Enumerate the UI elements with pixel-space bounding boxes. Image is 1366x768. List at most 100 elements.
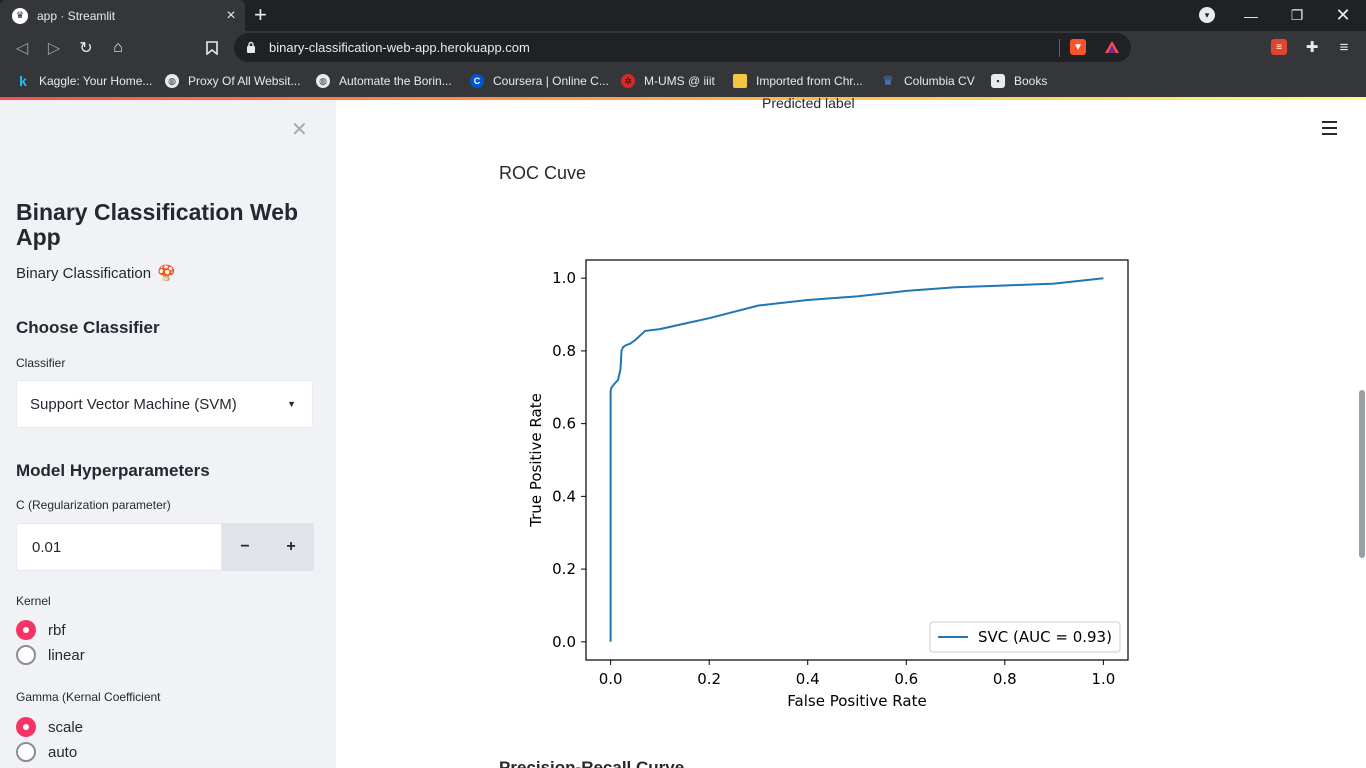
- bookmark-item[interactable]: ◍ Proxy Of All Websit...: [165, 73, 300, 89]
- y-tick-label: 0.0: [552, 633, 576, 651]
- choose-classifier-heading: Choose Classifier: [16, 318, 160, 337]
- bookmark-label: Proxy Of All Websit...: [188, 74, 301, 88]
- bookmark-item[interactable]: ◍ Automate the Borin...: [316, 73, 452, 89]
- page-scrollbar[interactable]: [1359, 390, 1365, 558]
- browser-tab-active[interactable]: ♛ app · Streamlit ×: [0, 0, 245, 31]
- globe-icon: ◍: [165, 74, 179, 88]
- app-subtitle-text: Binary Classification: [16, 264, 152, 282]
- back-icon[interactable]: ◁: [15, 40, 29, 57]
- browser-tabbar: ♛ app · Streamlit × + ▾ ― ❐ ✕: [0, 0, 1366, 31]
- bookmark-icon[interactable]: [200, 36, 224, 60]
- extensions-icon[interactable]: ✚: [1305, 39, 1319, 56]
- radio-label: rbf: [48, 621, 66, 639]
- legend-box: [929, 621, 1121, 653]
- bookmark-item[interactable]: Imported from Chr...: [733, 73, 863, 89]
- minimize-icon[interactable]: ―: [1244, 7, 1258, 24]
- increment-button[interactable]: +: [268, 523, 314, 571]
- bookmark-label: Books: [1014, 74, 1048, 88]
- kernel-radio-rbf[interactable]: rbf: [16, 619, 66, 641]
- app-subtitle: Binary Classification 🍄: [16, 264, 176, 283]
- kernel-radio-linear[interactable]: linear: [16, 644, 85, 666]
- books-icon: ▪: [991, 74, 1005, 88]
- window-close-icon[interactable]: ✕: [1335, 5, 1351, 25]
- restore-icon[interactable]: ❐: [1290, 7, 1304, 23]
- c-param-input: 0.01 − +: [16, 523, 314, 571]
- kernel-label: Kernel: [16, 594, 51, 608]
- plot-frame: [585, 259, 1129, 661]
- bookmark-label: Kaggle: Your Home...: [39, 74, 153, 88]
- bookmark-label: Automate the Borin...: [339, 74, 452, 88]
- streamlit-decoration-bar: [0, 97, 1366, 100]
- x-axis-label: False Positive Rate: [787, 692, 926, 710]
- mushroom-icon: 🍄: [157, 265, 176, 282]
- y-tick-label: 0.6: [552, 415, 576, 433]
- decrement-button[interactable]: −: [222, 523, 268, 571]
- roc-section-title: ROC Cuve: [499, 163, 587, 183]
- bookmarks-bar: k Kaggle: Your Home... ◍ Proxy Of All We…: [0, 65, 1366, 97]
- legend: SVC (AUC = 0.93): [929, 621, 1121, 653]
- roc-chart-svg: 0.0 0.2 0.4 0.6 0.8 1.0 0.0 0.2 0.4 0.6 0.8 1.0 Fal…: [527, 259, 1129, 710]
- todoist-icon[interactable]: ≡: [1271, 39, 1287, 55]
- gamma-radio-scale[interactable]: scale: [16, 716, 83, 738]
- reload-icon[interactable]: ↻: [79, 40, 93, 57]
- c-param-value: 0.01: [32, 539, 62, 556]
- tab-search-icon[interactable]: ▾: [1199, 7, 1215, 23]
- classifier-value: Support Vector Machine (SVM): [30, 396, 237, 413]
- globe-icon: ◍: [316, 74, 330, 88]
- new-tab-button[interactable]: +: [254, 2, 267, 27]
- sidebar: ✕ Binary Classification Web App Binary C…: [0, 100, 336, 768]
- bug-icon: ✲: [621, 74, 635, 88]
- roc-chart: 0.0 0.2 0.4 0.6 0.8 1.0 0.0 0.2 0.4 0.6 0.8 1.0 Fal…: [520, 250, 1140, 720]
- roc-series-line: [609, 277, 1104, 642]
- c-param-label: C (Regularization parameter): [16, 498, 171, 512]
- y-tick-label: 0.4: [552, 487, 576, 505]
- radio-label: auto: [48, 743, 78, 761]
- classifier-select[interactable]: Support Vector Machine (SVM) ▼: [16, 380, 313, 428]
- url-text: binary-classification-web-app.herokuapp.…: [269, 40, 530, 55]
- hyperparameters-heading: Model Hyperparameters: [16, 461, 210, 480]
- gamma-label: Gamma (Kernal Coefficient: [16, 690, 161, 704]
- bookmark-item[interactable]: k Kaggle: Your Home...: [16, 73, 152, 89]
- x-tick-label: 1.0: [1091, 670, 1115, 688]
- streamlit-icon: ♛: [12, 7, 28, 24]
- bookmark-item[interactable]: ▪ Books: [991, 73, 1047, 89]
- brave-shield-icon[interactable]: ▼: [1070, 39, 1086, 55]
- y-tick-label: 0.2: [552, 560, 576, 578]
- gamma-radio-auto[interactable]: auto: [16, 741, 77, 763]
- app-title: Binary Classification Web App: [16, 199, 299, 250]
- x-tick-label: 0.4: [796, 670, 820, 688]
- bookmark-label: Columbia CV: [904, 74, 975, 88]
- radio-label: linear: [48, 646, 85, 664]
- legend-label: SVC (AUC = 0.93): [978, 628, 1112, 646]
- lock-icon: [247, 41, 255, 53]
- sidebar-close-icon[interactable]: ✕: [291, 119, 308, 141]
- radio-unselected-icon: [16, 742, 36, 762]
- tab-close-icon[interactable]: ×: [226, 6, 236, 24]
- y-axis-label: True Positive Rate: [527, 393, 545, 528]
- coursera-icon: C: [470, 74, 484, 88]
- brave-rewards-icon[interactable]: [1104, 39, 1120, 55]
- bookmark-label: Coursera | Online C...: [493, 74, 609, 88]
- x-tick-label: 0.2: [697, 670, 721, 688]
- next-section-title-fragment: Precision-Recall Curve: [499, 758, 685, 768]
- kaggle-icon: k: [19, 73, 27, 89]
- radio-selected-icon: [16, 620, 36, 640]
- prev-chart-xlabel-fragment: Predicted label: [762, 95, 855, 111]
- crown-icon: ♛: [882, 73, 894, 88]
- tab-title: app · Streamlit: [37, 8, 116, 23]
- bookmark-item[interactable]: ♛ Columbia CV: [881, 73, 975, 89]
- omnibox-divider: [1059, 39, 1060, 57]
- y-tick-label: 1.0: [552, 269, 576, 287]
- address-bar[interactable]: binary-classification-web-app.herokuapp.…: [234, 33, 1131, 62]
- home-icon[interactable]: ⌂: [113, 39, 123, 56]
- hamburger-menu-icon[interactable]: [1322, 121, 1337, 135]
- bookmark-item[interactable]: ✲ M-UMS @ iiit: [621, 73, 715, 89]
- forward-icon[interactable]: ▷: [47, 40, 61, 57]
- x-tick-label: 0.6: [894, 670, 918, 688]
- classifier-label: Classifier: [16, 356, 66, 370]
- x-tick-label: 0.8: [993, 670, 1017, 688]
- folder-icon: [733, 74, 747, 88]
- menu-icon[interactable]: ≡: [1339, 38, 1349, 56]
- bookmark-item[interactable]: C Coursera | Online C...: [470, 73, 609, 89]
- c-param-field[interactable]: 0.01: [16, 523, 222, 571]
